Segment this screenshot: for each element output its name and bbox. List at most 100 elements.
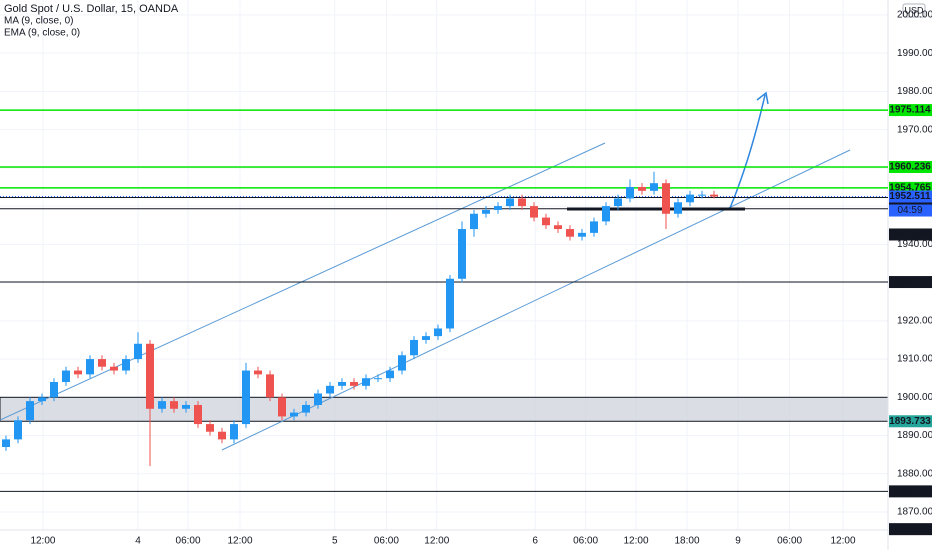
candle-body xyxy=(170,401,178,409)
candle-body xyxy=(158,401,166,409)
level-label-bg xyxy=(889,485,932,498)
level-label-bg xyxy=(889,104,932,117)
x-tick-label: 12:00 xyxy=(227,536,252,547)
x-tick-label: 12:00 xyxy=(424,536,449,547)
channel-lower xyxy=(221,149,851,451)
candle-body xyxy=(26,401,34,421)
candle-body xyxy=(506,198,514,207)
candle-body xyxy=(86,359,94,375)
candle-body xyxy=(302,404,310,413)
candle-body xyxy=(206,424,214,432)
y-tick-label: 1990.000 xyxy=(897,48,932,59)
candle-body xyxy=(110,366,118,371)
axis-label-bg xyxy=(889,228,932,241)
candle-body xyxy=(446,278,454,329)
candle-body xyxy=(266,374,274,398)
candle-body xyxy=(422,336,430,340)
candle-body xyxy=(122,359,130,371)
candle-body xyxy=(482,209,490,214)
candle-body xyxy=(14,420,22,440)
candle-body xyxy=(2,439,10,448)
y-tick-label: 1910.000 xyxy=(897,354,932,365)
candle-body xyxy=(218,431,226,440)
candle-body xyxy=(350,382,358,386)
x-tick-label: 6 xyxy=(532,536,538,547)
x-tick-label: 12:00 xyxy=(623,536,648,547)
x-tick-label: 12:00 xyxy=(30,536,55,547)
arrow-head xyxy=(756,91,769,105)
x-tick-label: 06:00 xyxy=(777,536,802,547)
candle-body xyxy=(458,229,466,279)
candle-body xyxy=(314,393,322,405)
candle-body xyxy=(554,225,562,230)
indicator-label: MA (9, close, 0) xyxy=(4,16,73,27)
candle-body xyxy=(194,404,202,425)
current-price: 1952.511 xyxy=(889,191,931,202)
candle-body xyxy=(662,183,670,214)
candle-body xyxy=(74,370,82,375)
candle-body xyxy=(38,397,46,402)
level-label: 1930.141 xyxy=(889,277,931,288)
candle-body xyxy=(686,194,694,203)
candle-body xyxy=(602,206,610,222)
candle-body xyxy=(470,213,478,230)
y-tick-label: 1980.000 xyxy=(897,86,932,97)
level-label: 1875.403 xyxy=(889,486,931,497)
candle-body xyxy=(242,370,250,425)
indicator-label: EMA (9, close, 0) xyxy=(4,28,80,39)
candle-body xyxy=(674,202,682,214)
candle-body xyxy=(590,221,598,233)
x-tick-label: 06:00 xyxy=(374,536,399,547)
level-label: 1975.114 xyxy=(889,105,931,116)
candle-body xyxy=(230,424,238,440)
candle-body xyxy=(362,378,370,386)
y-tick-label: 1900.000 xyxy=(897,392,932,403)
chart-title: Gold Spot / U.S. Dollar, 15, OANDA xyxy=(4,3,179,15)
x-tick-label: 18:00 xyxy=(674,536,699,547)
y-tick-label: 1870.000 xyxy=(897,507,932,518)
y-tick-label: 1970.000 xyxy=(897,124,932,135)
zone xyxy=(0,396,889,422)
candle-body xyxy=(386,370,394,379)
candle-body xyxy=(542,217,550,226)
y-tick-label: 2000.000 xyxy=(897,10,932,21)
x-tick-label: 4 xyxy=(135,536,141,547)
candle-body xyxy=(650,183,658,191)
countdown-bg xyxy=(889,204,932,217)
candle-body xyxy=(50,382,58,398)
level-label: 1954.765 xyxy=(889,183,931,194)
y-tick-label: 1940.000 xyxy=(897,239,932,250)
candle-body xyxy=(518,198,526,207)
candle-body xyxy=(290,412,298,417)
level-label-bg xyxy=(889,160,932,173)
y-tick-label: 1920.000 xyxy=(897,315,932,326)
candle-body xyxy=(566,229,574,237)
candle-body xyxy=(614,198,622,207)
candle-body xyxy=(410,339,418,356)
x-tick-label: 9 xyxy=(735,536,741,547)
x-tick-label: 12:00 xyxy=(830,536,855,547)
candle-body xyxy=(278,397,286,417)
x-tick-label: 06:00 xyxy=(176,536,201,547)
candle-body xyxy=(98,359,106,367)
axis-label: 1942.581 xyxy=(889,229,931,240)
axis-label: 1865.523 xyxy=(889,524,931,535)
current-price-bg xyxy=(889,190,932,203)
candle-body xyxy=(134,343,142,360)
candle-body xyxy=(530,206,538,218)
candle-body xyxy=(710,194,718,197)
candle-body xyxy=(698,194,706,196)
candle-body xyxy=(338,382,346,386)
level-label-bg xyxy=(889,276,932,289)
candle-body xyxy=(62,370,70,383)
candle-body xyxy=(494,206,502,210)
candle-body xyxy=(434,328,442,337)
currency[interactable]: USD xyxy=(904,5,924,15)
candle-body xyxy=(374,378,382,380)
zone-label: 1893.733 xyxy=(889,416,931,427)
currency-badge[interactable] xyxy=(902,3,926,18)
zone-label-bg xyxy=(889,415,932,428)
axis-label-bg xyxy=(889,523,932,536)
candle-body xyxy=(398,355,406,371)
